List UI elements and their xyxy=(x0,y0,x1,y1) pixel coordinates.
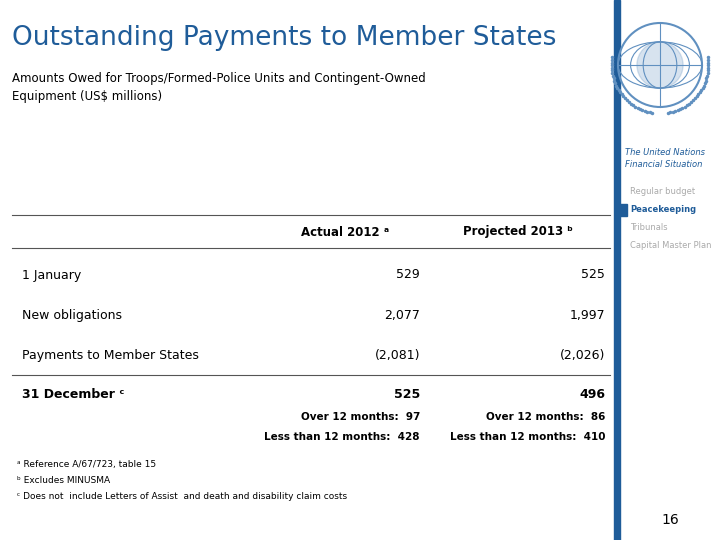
Text: ᶜ Does not  include Letters of Assist  and death and disability claim costs: ᶜ Does not include Letters of Assist and… xyxy=(17,492,347,501)
Text: Payments to Member States: Payments to Member States xyxy=(22,348,199,361)
Bar xyxy=(620,204,627,216)
Text: Capital Master Plan: Capital Master Plan xyxy=(630,241,711,251)
Text: The United Nations
Financial Situation: The United Nations Financial Situation xyxy=(625,148,705,169)
Text: 529: 529 xyxy=(396,268,420,281)
Text: Peacekeeping: Peacekeeping xyxy=(630,206,696,214)
Text: 525: 525 xyxy=(581,268,605,281)
Text: Tribunals: Tribunals xyxy=(630,224,667,233)
Text: (2,026): (2,026) xyxy=(559,348,605,361)
Text: Over 12 months:  97: Over 12 months: 97 xyxy=(301,412,420,422)
Text: 16: 16 xyxy=(661,513,679,527)
Bar xyxy=(614,0,620,540)
Text: 1,997: 1,997 xyxy=(570,308,605,321)
Text: ᵇ Excludes MINUSMA: ᵇ Excludes MINUSMA xyxy=(17,476,110,485)
Text: 496: 496 xyxy=(579,388,605,402)
Text: Actual 2012 ᵃ: Actual 2012 ᵃ xyxy=(301,226,389,239)
Text: (2,081): (2,081) xyxy=(374,348,420,361)
Text: 31 December ᶜ: 31 December ᶜ xyxy=(22,388,125,402)
Text: Less than 12 months:  410: Less than 12 months: 410 xyxy=(449,432,605,442)
Text: 1 January: 1 January xyxy=(22,268,81,281)
Text: Projected 2013 ᵇ: Projected 2013 ᵇ xyxy=(462,226,572,239)
Text: 2,077: 2,077 xyxy=(384,308,420,321)
Text: 525: 525 xyxy=(394,388,420,402)
Text: New obligations: New obligations xyxy=(22,308,122,321)
Text: Outstanding Payments to Member States: Outstanding Payments to Member States xyxy=(12,25,557,51)
Text: Amounts Owed for Troops/Formed-Police Units and Contingent-Owned
Equipment (US$ : Amounts Owed for Troops/Formed-Police Un… xyxy=(12,72,426,103)
Text: Less than 12 months:  428: Less than 12 months: 428 xyxy=(264,432,420,442)
Text: ᵃ Reference A/67/723, table 15: ᵃ Reference A/67/723, table 15 xyxy=(17,460,156,469)
Text: Over 12 months:  86: Over 12 months: 86 xyxy=(485,412,605,422)
Circle shape xyxy=(637,42,683,88)
Text: Regular budget: Regular budget xyxy=(630,187,695,197)
